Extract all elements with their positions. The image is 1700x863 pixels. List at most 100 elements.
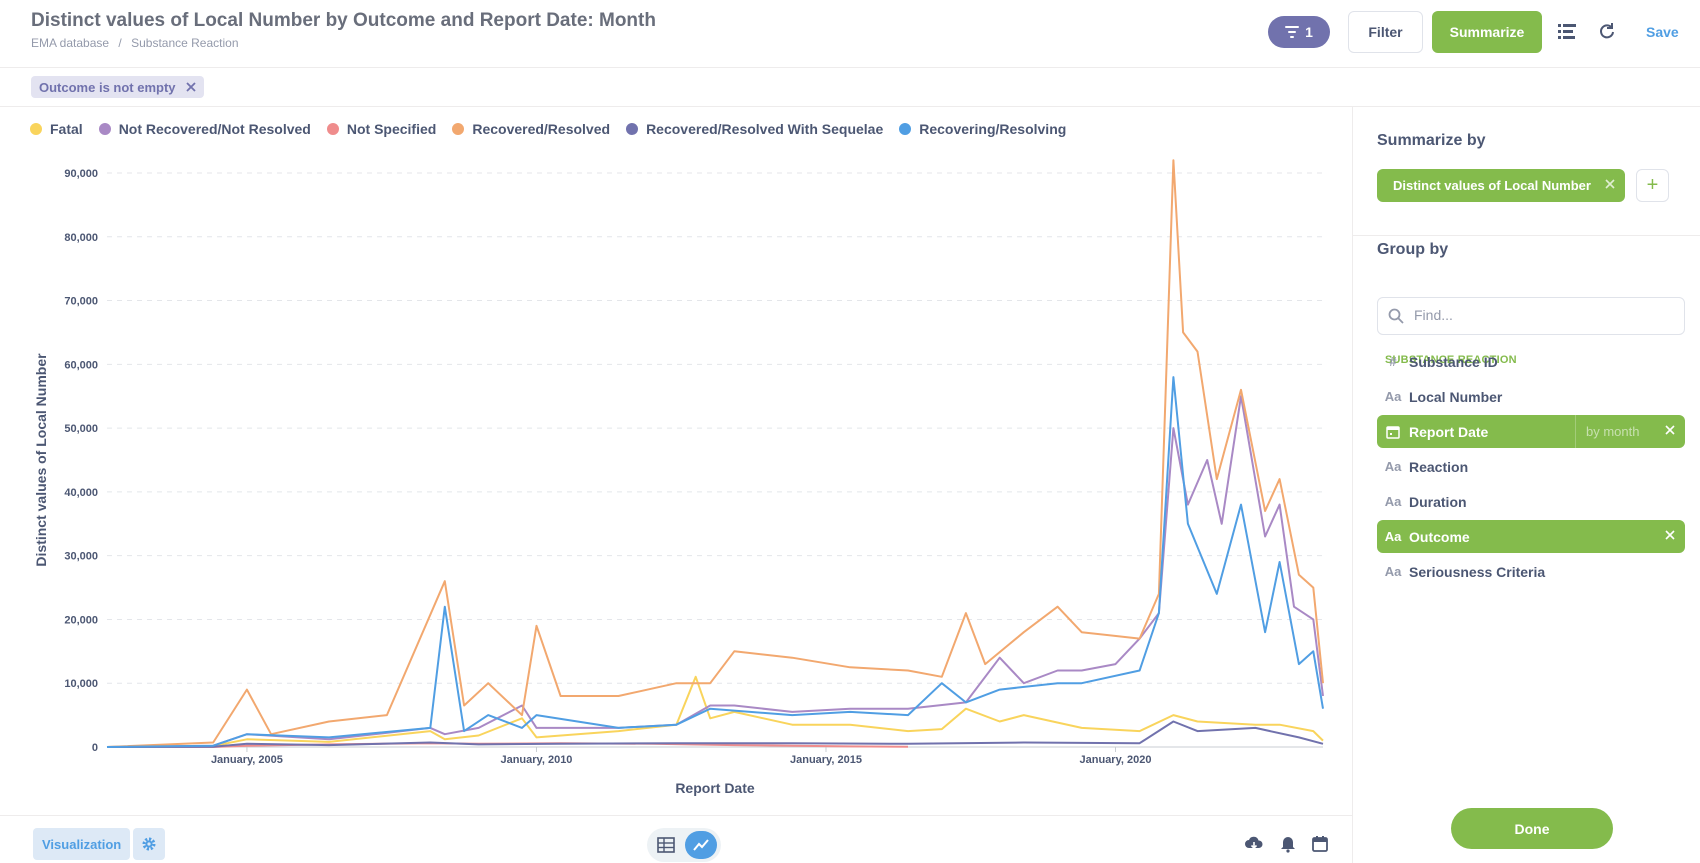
temporal-bucket-picker[interactable]: by month — [1575, 415, 1655, 448]
table-view-icon[interactable] — [657, 836, 675, 854]
summarize-sidebar: Summarize by Distinct values of Local Nu… — [1352, 107, 1700, 863]
filter-pill-label: Outcome is not empty — [39, 79, 176, 95]
breadcrumb-separator: / — [118, 36, 122, 50]
y-tick-label: 20,000 — [64, 614, 98, 626]
chart-legend: Fatal Not Recovered/Not Resolved Not Speci… — [30, 121, 1066, 137]
legend-label: Not Recovered/Not Resolved — [118, 121, 311, 137]
x-tick-label: January, 2010 — [500, 754, 572, 766]
query-header: Distinct values of Local Number by Outco… — [0, 0, 1700, 68]
y-tick-label: 50,000 — [64, 423, 98, 435]
y-tick-label: 30,000 — [64, 551, 98, 563]
dimension-seriousness-criteria[interactable]: Aa Seriousness Criteria — [1377, 555, 1685, 588]
x-axis-title: Report Date — [675, 780, 755, 796]
filter-count-number: 1 — [1305, 24, 1313, 40]
dimension-label: Seriousness Criteria — [1409, 563, 1546, 580]
y-tick-label: 10,000 — [64, 678, 98, 690]
dimension-reaction[interactable]: Aa Reaction — [1377, 450, 1685, 483]
done-button[interactable]: Done — [1451, 808, 1613, 849]
filter-button[interactable]: Filter — [1348, 11, 1423, 53]
group-by-heading: Group by — [1377, 241, 1449, 258]
dimension-local-number[interactable]: Aa Local Number — [1377, 380, 1685, 413]
legend-label: Recovered/Resolved With Sequelae — [646, 121, 884, 137]
y-axis-title: Distinct values of Local Number — [33, 353, 49, 567]
legend-label: Fatal — [50, 121, 83, 137]
x-tick-label: January, 2020 — [1080, 754, 1152, 766]
dimension-label: Local Number — [1409, 388, 1503, 405]
close-icon[interactable] — [185, 82, 196, 92]
number-icon: # — [1389, 354, 1397, 369]
series-line-1 — [106, 395, 1324, 748]
series-line-3 — [106, 159, 1324, 748]
calendar-icon[interactable] — [1311, 835, 1329, 853]
text-field-icon: Aa — [1384, 564, 1402, 579]
summarize-by-heading: Summarize by — [1377, 132, 1486, 149]
add-metric-button[interactable]: + — [1636, 169, 1669, 202]
text-field-icon: Aa — [1384, 459, 1402, 474]
text-field-icon: Aa — [1384, 494, 1402, 509]
gear-icon — [142, 837, 156, 851]
view-toggle — [647, 828, 721, 862]
filter-pill-outcome[interactable]: Outcome is not empty — [31, 76, 204, 98]
legend-label: Not Specified — [346, 121, 437, 137]
breadcrumb-table[interactable]: Substance Reaction — [131, 36, 239, 50]
dimension-label: Duration — [1409, 493, 1467, 510]
table-section-label: SUBSTANCE REACTION — [1385, 354, 1517, 366]
summarize-button[interactable]: Summarize — [1432, 11, 1542, 53]
text-field-icon: Aa — [1384, 389, 1402, 404]
legend-item[interactable]: Recovered/Resolved With Sequelae — [626, 121, 883, 137]
notebook-editor-icon[interactable] — [1558, 22, 1576, 40]
dimension-label: Outcome — [1409, 528, 1470, 545]
refresh-icon[interactable] — [1598, 22, 1616, 40]
legend-label: Recovered/Resolved — [472, 121, 611, 137]
series-line-5 — [106, 376, 1324, 748]
page-title: Distinct values of Local Number by Outco… — [31, 10, 656, 31]
search-icon — [1388, 308, 1404, 324]
dimension-label: Report Date — [1409, 423, 1489, 440]
dimension-label: Reaction — [1409, 458, 1469, 475]
y-tick-label: 40,000 — [64, 487, 98, 499]
legend-item[interactable]: Not Specified — [326, 121, 437, 137]
search-input[interactable] — [1414, 307, 1674, 323]
divider — [1353, 235, 1700, 236]
series-line-0 — [106, 675, 1324, 748]
dimension-substance-id[interactable]: # Substance ID — [1377, 345, 1685, 378]
series-line-4 — [106, 720, 1324, 748]
legend-item[interactable]: Fatal — [30, 121, 83, 137]
y-tick-label: 80,000 — [64, 232, 98, 244]
legend-label: Recovering/Resolving — [919, 121, 1067, 137]
breadcrumb-database[interactable]: EMA database — [31, 36, 110, 50]
calendar-field-icon — [1377, 424, 1409, 440]
close-icon[interactable] — [1663, 423, 1677, 437]
legend-dot — [452, 123, 465, 135]
filter-bar: Outcome is not empty — [0, 68, 1700, 107]
metric-pill-distinct-local-number[interactable]: Distinct values of Local Number — [1377, 169, 1625, 202]
line-chart-icon — [693, 839, 709, 851]
filter-icon — [1285, 26, 1300, 38]
dimension-report-date[interactable]: Report Date by month — [1377, 415, 1685, 448]
legend-dot — [30, 123, 42, 135]
save-button[interactable]: Save — [1646, 24, 1679, 40]
query-footer: Visualization — [0, 815, 1352, 863]
visualization-settings-button[interactable] — [133, 828, 165, 860]
x-tick-label: January, 2005 — [211, 754, 283, 766]
dimension-search — [1377, 297, 1685, 335]
visualization-button[interactable]: Visualization — [33, 828, 131, 860]
legend-item[interactable]: Recovering/Resolving — [899, 121, 1066, 137]
download-icon[interactable] — [1245, 835, 1263, 853]
dimension-label: Substance ID — [1409, 353, 1498, 370]
legend-item[interactable]: Recovered/Resolved — [452, 121, 610, 137]
close-icon[interactable] — [1603, 177, 1617, 191]
text-field-icon: Aa — [1384, 529, 1402, 544]
dimension-outcome[interactable]: Aa Outcome — [1377, 520, 1685, 553]
chart-view-button[interactable] — [685, 831, 717, 859]
dimension-duration[interactable]: Aa Duration — [1377, 485, 1685, 518]
legend-dot — [326, 123, 339, 135]
legend-item[interactable]: Not Recovered/Not Resolved — [98, 121, 311, 137]
close-icon[interactable] — [1663, 528, 1677, 542]
line-chart: 0 10,000 20,000 30,000 40,000 50,000 60,000 70,… — [33, 159, 1324, 796]
y-tick-label: 90,000 — [64, 168, 98, 180]
metric-label: Distinct values of Local Number — [1393, 178, 1591, 193]
filter-count-toggle[interactable]: 1 — [1268, 16, 1330, 48]
bell-icon[interactable] — [1279, 835, 1297, 853]
y-tick-label: 60,000 — [64, 359, 98, 371]
